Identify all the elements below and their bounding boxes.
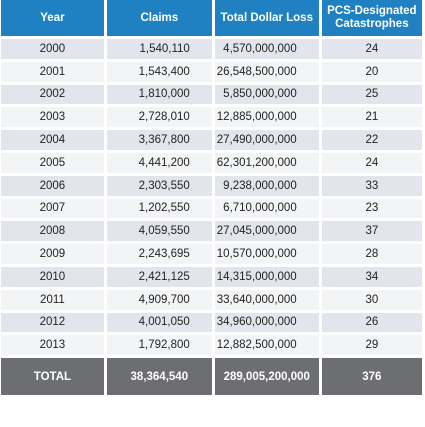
cell-catastrophes: 33 [321,175,422,196]
cell-year: 2011 [1,289,104,310]
cell-claims: 4,001,050 [106,312,212,333]
cell-year: 2010 [1,266,104,287]
header-cat-line1: PCS-Designated [327,5,417,17]
cell-year: 2013 [1,335,104,356]
cell-claims: 1,543,400 [106,61,212,82]
cell-loss: 62,301,200,000 [214,152,319,173]
cell-year: 2012 [1,312,104,333]
table-row: 2000 1,540,110 4,570,000,000 24 [1,39,422,59]
cell-claims: 4,059,550 [106,221,212,242]
cell-catastrophes: 29 [321,335,422,356]
cell-catastrophes: 28 [321,244,422,264]
header-row: Year Claims Total Dollar Loss PCS-Design… [1,0,422,36]
cell-claims: 1,810,000 [106,84,212,105]
cell-loss: 27,490,000,000 [214,130,319,150]
cell-catastrophes: 21 [321,107,422,128]
cell-year: 2009 [1,244,104,264]
table-row: 2005 4,441,200 62,301,200,000 24 [1,152,422,173]
header-claims: Claims [106,0,212,36]
cell-claims: 4,909,700 [106,289,212,310]
cell-loss: 34,960,000,000 [214,312,319,333]
cell-loss: 6,710,000,000 [214,198,319,219]
cell-loss: 5,850,000,000 [214,84,319,105]
table-row: 2001 1,543,400 26,548,500,000 20 [1,61,422,82]
cell-claims: 4,441,200 [106,152,212,173]
cell-loss: 4,570,000,000 [214,39,319,59]
cell-claims: 1,792,800 [106,335,212,356]
cell-year: 2002 [1,84,104,105]
total-claims: 38,364,540 [106,358,212,396]
cell-year: 2006 [1,175,104,196]
table-row: 2012 4,001,050 34,960,000,000 26 [1,312,422,333]
header-cat-line2: Catastrophes [335,18,409,30]
table-row: 2011 4,909,700 33,640,000,000 30 [1,289,422,310]
table-body: 2000 1,540,110 4,570,000,000 24 2001 1,5… [1,39,422,356]
cell-catastrophes: 34 [321,266,422,287]
total-catastrophes: 376 [321,358,422,396]
total-label: TOTAL [1,358,104,396]
table-row: 2013 1,792,800 12,882,500,000 29 [1,335,422,356]
total-row: TOTAL 38,364,540 289,005,200,000 376 [1,358,422,396]
cell-year: 2005 [1,152,104,173]
cell-loss: 33,640,000,000 [214,289,319,310]
cell-claims: 1,202,550 [106,198,212,219]
cell-catastrophes: 24 [321,152,422,173]
cell-claims: 2,243,695 [106,244,212,264]
cell-year: 2007 [1,198,104,219]
catastrophe-table: Year Claims Total Dollar Loss PCS-Design… [1,0,422,396]
cell-loss: 27,045,000,000 [214,221,319,242]
cell-year: 2000 [1,39,104,59]
table-row: 2003 2,728,010 12,885,000,000 21 [1,107,422,128]
cell-year: 2003 [1,107,104,128]
cell-catastrophes: 22 [321,130,422,150]
table-row: 2008 4,059,550 27,045,000,000 37 [1,221,422,242]
table-row: 2007 1,202,550 6,710,000,000 23 [1,198,422,219]
header-year: Year [1,0,104,36]
table-row: 2010 2,421,125 14,315,000,000 34 [1,266,422,287]
cell-claims: 2,421,125 [106,266,212,287]
cell-claims: 2,728,010 [106,107,212,128]
cell-catastrophes: 20 [321,61,422,82]
table-row: 2009 2,243,695 10,570,000,000 28 [1,244,422,264]
header-pcs-catastrophes: PCS-Designated Catastrophes [321,0,422,36]
cell-loss: 10,570,000,000 [214,244,319,264]
cell-loss: 26,548,500,000 [214,61,319,82]
cell-catastrophes: 24 [321,39,422,59]
total-loss: 289,005,200,000 [214,358,319,396]
table-row: 2002 1,810,000 5,850,000,000 25 [1,84,422,105]
cell-claims: 2,303,550 [106,175,212,196]
cell-catastrophes: 23 [321,198,422,219]
cell-year: 2001 [1,61,104,82]
cell-catastrophes: 26 [321,312,422,333]
table-footer: TOTAL 38,364,540 289,005,200,000 376 [1,358,422,396]
cell-catastrophes: 37 [321,221,422,242]
cell-loss: 12,885,000,000 [214,107,319,128]
cell-loss: 14,315,000,000 [214,266,319,287]
cell-claims: 3,367,800 [106,130,212,150]
table-row: 2004 3,367,800 27,490,000,000 22 [1,130,422,150]
table-header: Year Claims Total Dollar Loss PCS-Design… [1,0,422,36]
cell-catastrophes: 30 [321,289,422,310]
cell-loss: 9,238,000,000 [214,175,319,196]
cell-loss: 12,882,500,000 [214,335,319,356]
table-row: 2006 2,303,550 9,238,000,000 33 [1,175,422,196]
header-total-dollar-loss: Total Dollar Loss [214,0,319,36]
cell-claims: 1,540,110 [106,39,212,59]
cell-year: 2004 [1,130,104,150]
cell-catastrophes: 25 [321,84,422,105]
cell-year: 2008 [1,221,104,242]
